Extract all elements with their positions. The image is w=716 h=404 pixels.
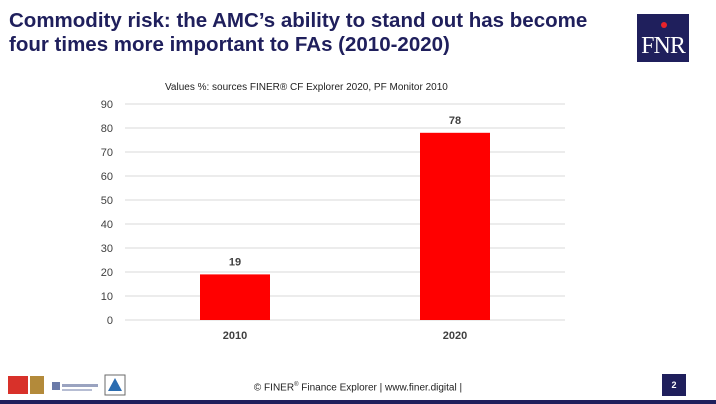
y-tick-label: 30 xyxy=(101,243,113,255)
logo-text: FNR xyxy=(641,33,686,59)
chart-bars xyxy=(200,132,490,320)
x-axis-labels: 2010 2020 xyxy=(223,330,467,342)
y-tick-label: 80 xyxy=(101,123,113,135)
y-tick-label: 70 xyxy=(101,147,113,159)
certification-badge-icon xyxy=(8,376,44,394)
bar xyxy=(200,274,270,320)
x-tick-label: 2020 xyxy=(443,330,467,342)
finer-logo: FNR xyxy=(637,14,689,62)
quality-badge-icon xyxy=(104,374,126,396)
data-label: 19 xyxy=(229,256,241,268)
y-tick-label: 40 xyxy=(101,219,113,231)
footer-text: © FINER® Finance Explorer | www.finer.di… xyxy=(253,382,463,394)
y-tick-label: 10 xyxy=(101,291,113,303)
data-label: 78 xyxy=(449,115,461,127)
logo-dot-icon xyxy=(661,22,667,28)
x-tick-label: 2010 xyxy=(223,330,247,342)
y-axis-ticks: 0 10 20 30 40 50 60 70 80 90 xyxy=(101,99,113,327)
page-number: 2 xyxy=(662,374,686,396)
y-tick-label: 20 xyxy=(101,267,113,279)
page-title: Commodity risk: the AMC’s ability to sta… xyxy=(9,9,588,56)
chart-gridlines xyxy=(125,103,565,321)
y-tick-label: 90 xyxy=(101,99,113,111)
bar xyxy=(420,132,490,320)
y-tick-label: 50 xyxy=(101,195,113,207)
chart-title: Values %: sources FINER® CF Explorer 202… xyxy=(165,82,448,93)
y-tick-label: 0 xyxy=(107,315,113,327)
bottom-rule xyxy=(0,400,716,404)
partner-logo-icon xyxy=(52,382,98,391)
y-tick-label: 60 xyxy=(101,171,113,183)
